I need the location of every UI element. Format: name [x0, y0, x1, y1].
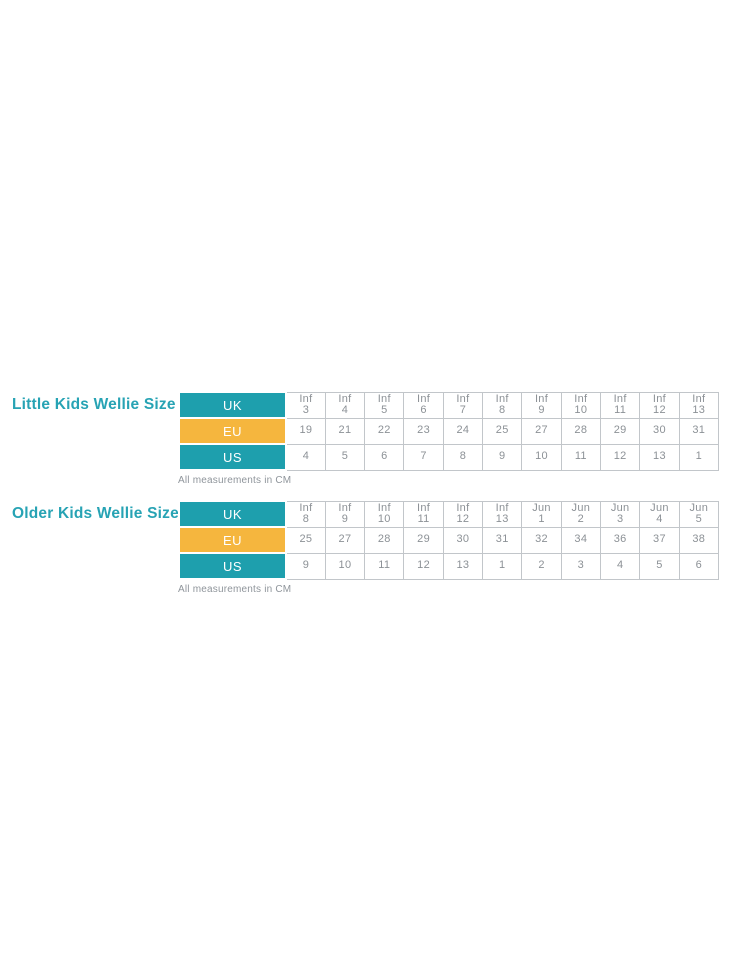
size-cell: 10 — [324, 552, 366, 580]
size-cell: 1 — [678, 443, 720, 471]
measurements-note: All measurements in CM — [178, 475, 292, 486]
size-cell: 6 — [364, 443, 405, 471]
size-cell: 32 — [521, 526, 562, 554]
table-row: UK Inf 3 Inf 4 Inf 5 Inf 6 Inf 7 Inf 8 Inf 9 Inf 10 Inf 11… — [178, 391, 720, 419]
size-cell: Inf 13 — [678, 391, 720, 419]
older-kids-size-table: UK Inf 8 Inf 9 Inf 10 Inf 11 Inf 12 Inf 13 Jun 1 Jun 2 Ju… — [178, 500, 720, 580]
size-cell: 22 — [364, 417, 405, 445]
measurements-note: All measurements in CM — [178, 584, 292, 595]
size-cell: 5 — [324, 443, 366, 471]
size-cell: 11 — [364, 552, 405, 580]
little-kids-table-area: UK Inf 3 Inf 4 Inf 5 Inf 6 Inf 7 Inf 8 Inf 9 Inf 10 Inf 11… — [178, 391, 720, 486]
size-cell: 30 — [639, 417, 680, 445]
size-cell: 29 — [403, 526, 444, 554]
size-cell: Jun 2 — [560, 500, 602, 528]
table-row: UK Inf 8 Inf 9 Inf 10 Inf 11 Inf 12 Inf 13 Jun 1 Jun 2 Ju… — [178, 500, 720, 528]
size-cell: 21 — [324, 417, 366, 445]
row-header-uk: UK — [178, 391, 287, 419]
size-cell: Inf 11 — [599, 391, 641, 419]
size-cell: 13 — [442, 552, 484, 580]
size-cell: 8 — [442, 443, 484, 471]
size-cell: 31 — [482, 526, 523, 554]
size-cell: 12 — [403, 552, 444, 580]
size-cell: 28 — [560, 417, 602, 445]
size-cell: Inf 11 — [403, 500, 444, 528]
size-cell: 36 — [599, 526, 641, 554]
size-cell: Inf 3 — [285, 391, 326, 419]
row-header-uk: UK — [178, 500, 287, 528]
size-cell: 9 — [482, 443, 523, 471]
size-cell: Inf 12 — [639, 391, 680, 419]
size-cell: Inf 9 — [324, 500, 366, 528]
size-cell: Inf 7 — [442, 391, 484, 419]
table-row: EU 25 27 28 29 30 31 32 34 36 37 38 — [178, 526, 720, 554]
size-cell: 9 — [285, 552, 326, 580]
size-cell: Inf 4 — [324, 391, 366, 419]
row-header-us: US — [178, 552, 287, 580]
size-cell: 27 — [324, 526, 366, 554]
table-row: EU 19 21 22 23 24 25 27 28 29 30 31 — [178, 417, 720, 445]
size-cell: 3 — [560, 552, 602, 580]
size-cell: 25 — [285, 526, 326, 554]
size-cell: 38 — [678, 526, 720, 554]
size-cell: Inf 8 — [482, 391, 523, 419]
table-row: US 4 5 6 7 8 9 10 11 12 13 1 — [178, 443, 720, 471]
size-cell: Jun 5 — [678, 500, 720, 528]
size-cell: 19 — [285, 417, 326, 445]
size-cell: Inf 13 — [482, 500, 523, 528]
size-cell: 2 — [521, 552, 562, 580]
size-cell: 24 — [442, 417, 484, 445]
size-cell: 7 — [403, 443, 444, 471]
size-cell: Inf 12 — [442, 500, 484, 528]
size-cell: 1 — [482, 552, 523, 580]
size-cell: Jun 1 — [521, 500, 562, 528]
size-cell: Inf 5 — [364, 391, 405, 419]
size-cell: 11 — [560, 443, 602, 471]
size-cell: 4 — [285, 443, 326, 471]
size-cell: 12 — [599, 443, 641, 471]
size-cell: 23 — [403, 417, 444, 445]
older-kids-section-title: Older Kids Wellie Size — [12, 505, 179, 522]
size-cell: 6 — [678, 552, 720, 580]
size-cell: 29 — [599, 417, 641, 445]
size-cell: 4 — [599, 552, 641, 580]
size-cell: 34 — [560, 526, 602, 554]
row-header-eu: EU — [178, 417, 287, 445]
size-cell: Inf 9 — [521, 391, 562, 419]
size-cell: Inf 10 — [560, 391, 602, 419]
size-cell: 25 — [482, 417, 523, 445]
size-cell: Inf 10 — [364, 500, 405, 528]
row-header-eu: EU — [178, 526, 287, 554]
size-cell: 5 — [639, 552, 680, 580]
little-kids-section-title: Little Kids Wellie Size — [12, 396, 176, 413]
table-row: US 9 10 11 12 13 1 2 3 4 5 6 — [178, 552, 720, 580]
size-cell: Jun 4 — [639, 500, 680, 528]
row-header-us: US — [178, 443, 287, 471]
size-cell: 13 — [639, 443, 680, 471]
size-cell: Inf 6 — [403, 391, 444, 419]
little-kids-size-table: UK Inf 3 Inf 4 Inf 5 Inf 6 Inf 7 Inf 8 Inf 9 Inf 10 Inf 11… — [178, 391, 720, 471]
size-cell: 37 — [639, 526, 680, 554]
size-cell: Inf 8 — [285, 500, 326, 528]
size-cell: 31 — [678, 417, 720, 445]
older-kids-table-area: UK Inf 8 Inf 9 Inf 10 Inf 11 Inf 12 Inf 13 Jun 1 Jun 2 Ju… — [178, 500, 720, 595]
size-cell: 30 — [442, 526, 484, 554]
size-cell: 27 — [521, 417, 562, 445]
size-cell: Jun 3 — [599, 500, 641, 528]
size-cell: 10 — [521, 443, 562, 471]
size-cell: 28 — [364, 526, 405, 554]
